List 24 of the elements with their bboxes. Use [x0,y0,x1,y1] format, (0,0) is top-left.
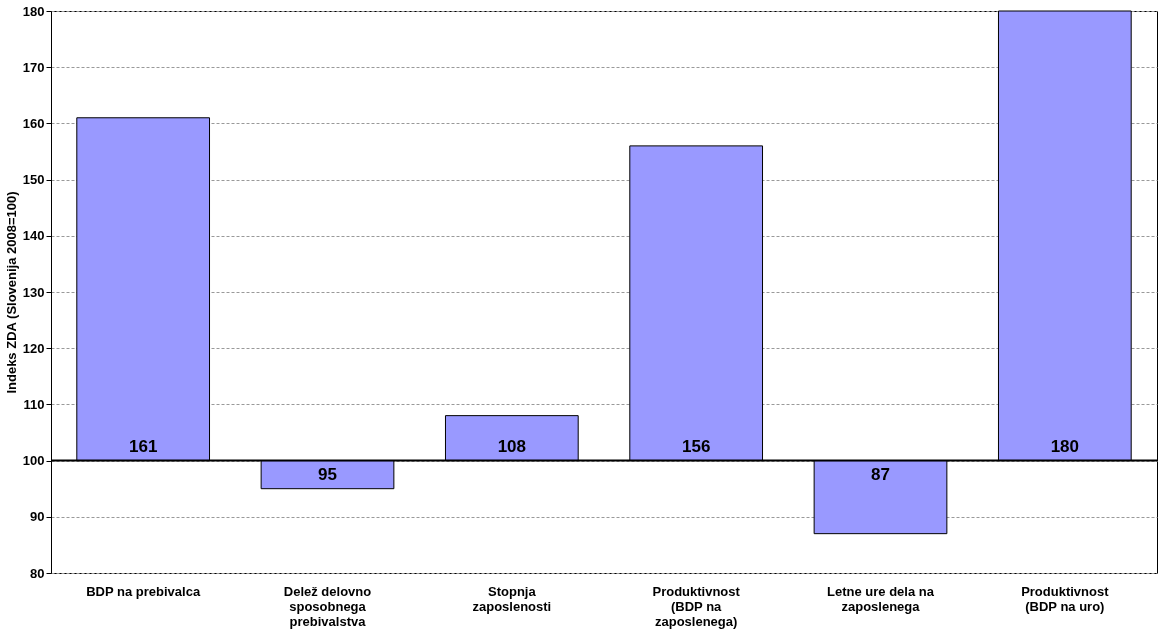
y-tick-label: 160 [22,115,45,131]
y-tick-label: 100 [22,453,45,469]
x-tick-label: Letne ure dela na zaposlenega [827,583,935,614]
y-axis-title: Indeks ZDA (Slovenija 2008=100) [3,191,19,394]
y-tick-label: 140 [22,228,45,244]
y-tick-label: 150 [22,172,45,188]
y-tick-label: 120 [22,340,45,356]
x-tick-label: Stopnja zaposlenosti [472,583,552,614]
x-tick-label: Produktivnost (BDP na zaposlenega) [652,583,741,629]
y-tick-label: 80 [30,565,45,581]
y-tick-label: 180 [22,3,45,19]
y-tick-label: 110 [23,396,45,412]
data-label: 95 [318,464,337,484]
data-label: 108 [497,436,527,456]
x-tick-label: BDP na prebivalca [86,583,201,599]
y-tick-label: 130 [22,284,45,300]
x-tick-label: Produktivnost (BDP na uro) [1021,583,1110,614]
data-label: 156 [681,436,711,456]
data-label: 180 [1050,436,1080,456]
y-tick-label: 90 [30,509,45,525]
y-tick-label: 170 [22,59,45,75]
data-label: 161 [128,436,158,456]
x-tick-label: Delež delovno sposobnega prebivalstva [283,583,372,629]
data-label: 87 [871,464,890,484]
